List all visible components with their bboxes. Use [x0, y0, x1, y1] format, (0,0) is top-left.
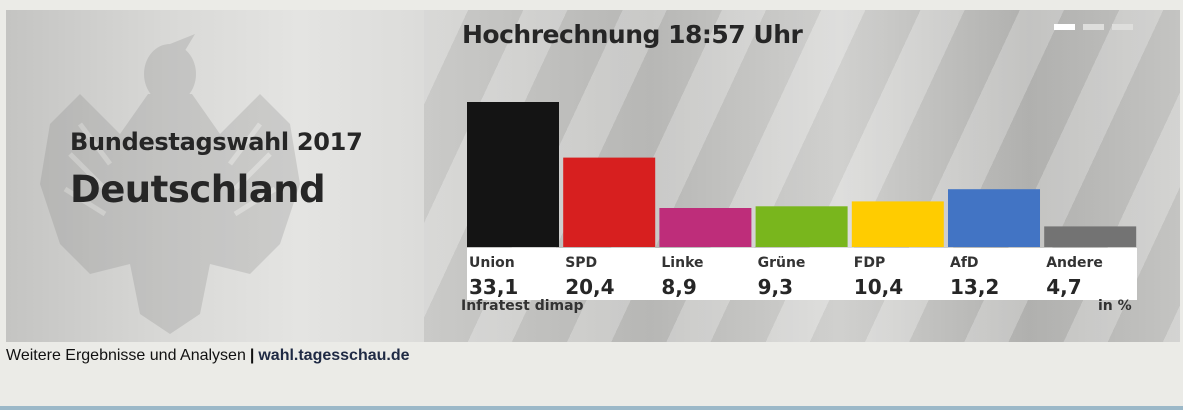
bar-spd	[563, 157, 656, 247]
banner-left-panel: Bundestagswahl 2017 Deutschland	[6, 10, 424, 342]
footer-text: Weitere Ergebnisse und Analysen	[6, 347, 246, 364]
pager-dot[interactable]	[1054, 24, 1075, 30]
value-label: 33,1	[469, 275, 518, 299]
election-title: Deutschland	[70, 168, 326, 211]
value-label: 8,9	[661, 275, 696, 299]
federal-eagle-icon	[40, 34, 300, 334]
bottom-divider	[0, 406, 1183, 410]
bar-fdp	[851, 201, 944, 247]
bar-linke	[659, 208, 752, 247]
category-label: Union	[469, 255, 515, 271]
chart-unit: in %	[1098, 298, 1132, 314]
category-label: Andere	[1046, 255, 1103, 271]
category-label: AfD	[950, 255, 979, 271]
results-bar-chart: Union 33,1 SPD 20,4 Linke 8,9 Grüne 9,3 FDP 10,4 A…	[467, 102, 1137, 300]
category-label: FDP	[854, 255, 885, 271]
value-label: 9,3	[758, 275, 793, 299]
value-label: 4,7	[1046, 275, 1081, 299]
value-label: 10,4	[854, 275, 903, 299]
pager-dot[interactable]	[1112, 24, 1133, 30]
bar-union	[467, 102, 559, 247]
election-subtitle: Bundestagswahl 2017	[70, 128, 363, 156]
label-band	[467, 248, 1137, 300]
chart-title: Hochrechnung 18:57 Uhr	[462, 20, 803, 49]
value-label: 13,2	[950, 275, 999, 299]
category-label: Grüne	[758, 255, 806, 271]
value-label: 20,4	[565, 275, 614, 299]
category-label: SPD	[565, 255, 597, 271]
footer: Weitere Ergebnisse und Analysen | wahl.tag…	[6, 347, 410, 365]
footer-separator: |	[249, 347, 255, 364]
bar-andere	[1044, 226, 1137, 247]
pager-dot[interactable]	[1083, 24, 1104, 30]
bar-grüne	[755, 206, 848, 247]
footer-link[interactable]: wahl.tagesschau.de	[258, 347, 410, 364]
category-label: Linke	[661, 255, 703, 271]
chart-source: Infratest dimap	[461, 298, 584, 314]
bar-afd	[948, 189, 1040, 247]
